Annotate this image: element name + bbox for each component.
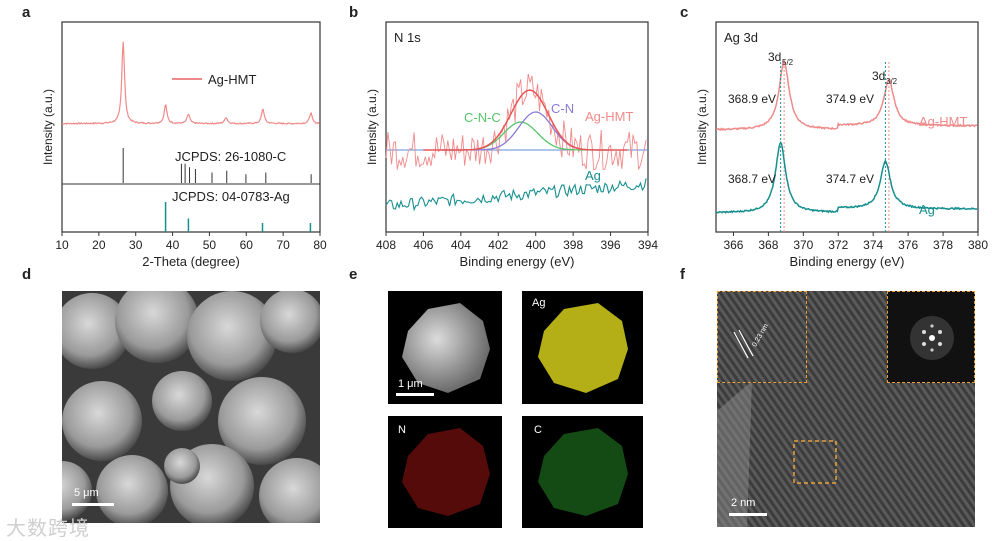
xrd-curve-ag-hmt bbox=[62, 41, 320, 125]
label-c-n: C-N bbox=[551, 101, 574, 116]
chart-c-xtick-label: 378 bbox=[933, 238, 953, 252]
chart-c-xlabel: Binding energy (eV) bbox=[790, 254, 905, 269]
scale-bar-f bbox=[729, 513, 767, 516]
particle-shape bbox=[402, 303, 490, 393]
label-c-n-c: C-N-C bbox=[464, 110, 501, 125]
chart-c-xtick-label: 366 bbox=[723, 238, 743, 252]
chart-b-title: N 1s bbox=[394, 30, 421, 45]
chart-a-xrd: 10 20 30 40 50 60 70 80 2-Theta (degree) Intensit… bbox=[41, 21, 327, 269]
chart-c-xtick-label: 376 bbox=[898, 238, 918, 252]
selection-box bbox=[793, 440, 837, 484]
chart-c-xtick-label: 374 bbox=[863, 238, 883, 252]
peak-value-left: 368.7 eV bbox=[728, 172, 776, 186]
chart-a-xtick-label: 40 bbox=[166, 238, 180, 252]
chart-a-xtick-label: 30 bbox=[129, 238, 143, 252]
chart-a-frame bbox=[61, 21, 321, 233]
chart-c-xtick-label: 372 bbox=[828, 238, 848, 252]
chart-c-xtick-label: 380 bbox=[968, 238, 988, 252]
series-label: Ag-HMT bbox=[919, 114, 967, 129]
ref-label-carbon: JCPDS: 26-1080-C bbox=[175, 149, 286, 164]
inset-zoom: 0.23 nm bbox=[717, 291, 807, 383]
legend-text-ag-hmt: Ag-HMT bbox=[208, 72, 256, 87]
chart-c-xtick-label: 368 bbox=[758, 238, 778, 252]
sem-particle bbox=[62, 381, 142, 461]
sem-particle bbox=[96, 455, 168, 523]
scale-bar-f-label: 2 nm bbox=[731, 497, 756, 509]
chart-b-xtick-label: 406 bbox=[413, 238, 433, 252]
chart-b-ylabel: Intensity (a.u.) bbox=[365, 89, 379, 165]
panel-label-a: a bbox=[22, 4, 31, 21]
peak-value-left: 368.9 eV bbox=[728, 92, 776, 106]
peak-value-right: 374.9 eV bbox=[826, 92, 874, 106]
chart-a-xtick-label: 60 bbox=[240, 238, 254, 252]
chart-c-ylabel: Intensity (a.u.) bbox=[695, 89, 709, 165]
ag3d-curve-0 bbox=[715, 59, 978, 132]
n1s-ag-trace bbox=[385, 178, 647, 212]
sem-particle bbox=[152, 371, 212, 431]
chart-b-n1s: 408 406 404 402 400 398 396 394 Binding energy (… bbox=[365, 21, 658, 269]
scale-bar-d-label: 5 μm bbox=[74, 487, 99, 499]
chart-a-ylabel: Intensity (a.u.) bbox=[41, 89, 55, 165]
panel-label-e: e bbox=[349, 266, 358, 283]
label-ag-b: Ag bbox=[585, 168, 601, 183]
scale-bar-e bbox=[396, 393, 434, 396]
sem-particle bbox=[260, 291, 320, 353]
ag3d-curve-1 bbox=[715, 141, 978, 214]
eds-label-c: C bbox=[534, 424, 542, 436]
chart-c-xtick-label: 370 bbox=[793, 238, 813, 252]
sem-particle bbox=[164, 448, 200, 484]
eds-label-n: N bbox=[398, 424, 406, 436]
sem-texture bbox=[62, 291, 320, 523]
sem-image: 5 μm bbox=[62, 291, 320, 523]
chart-c-title: Ag 3d bbox=[724, 30, 758, 45]
chart-b-xtick-label: 402 bbox=[488, 238, 508, 252]
peak-label-3d52: 3d bbox=[768, 50, 781, 64]
chart-b-xtick-label: 396 bbox=[601, 238, 621, 252]
chart-b-xtick-label: 408 bbox=[376, 238, 396, 252]
chart-b-xlabel: Binding energy (eV) bbox=[460, 254, 575, 269]
chart-b-xtick-label: 398 bbox=[563, 238, 583, 252]
sem-particle bbox=[115, 291, 199, 363]
ref-label-silver: JCPDS: 04-0783-Ag bbox=[172, 189, 290, 204]
sem-particle-image: 1 μm bbox=[388, 291, 502, 404]
chart-b-frame bbox=[385, 21, 649, 233]
sem-particle bbox=[218, 377, 306, 465]
panel-label-c: c bbox=[680, 4, 689, 21]
chart-a-xtick-label: 80 bbox=[313, 238, 327, 252]
chart-c-frame bbox=[715, 21, 979, 233]
fit-envelope bbox=[423, 89, 628, 151]
eds-map-c: C bbox=[522, 416, 643, 528]
watermark: 大数跨境 bbox=[6, 518, 90, 540]
label-ag-hmt-b: Ag-HMT bbox=[585, 109, 633, 124]
peak-value-right: 374.7 eV bbox=[826, 172, 874, 186]
chart-a-xtick-label: 70 bbox=[276, 238, 290, 252]
chart-a-xtick-label: 50 bbox=[203, 238, 217, 252]
eds-label-ag: Ag bbox=[532, 297, 546, 309]
peak-label-3d32-sub: 3/2 bbox=[886, 77, 898, 86]
chart-c-ag3d: 366 368 370 372 374 376 378 380 Binding energy (… bbox=[695, 21, 988, 269]
peak-label-3d32: 3d bbox=[872, 69, 885, 83]
eds-map-ag: Ag bbox=[522, 291, 643, 404]
chart-b-xtick-label: 404 bbox=[451, 238, 471, 252]
scale-bar-d bbox=[72, 503, 114, 506]
sem-particle bbox=[259, 458, 320, 523]
peak-label-3d52-sub: 5/2 bbox=[782, 58, 794, 67]
eds-map-n: N bbox=[388, 416, 502, 528]
series-label: Ag bbox=[919, 202, 935, 217]
sem-particle bbox=[187, 291, 277, 381]
fft-inset bbox=[887, 291, 975, 383]
chart-a-xtick-label: 20 bbox=[92, 238, 106, 252]
panel-label-f: f bbox=[680, 266, 685, 283]
scale-bar-e-label: 1 μm bbox=[398, 378, 423, 390]
sem-particle bbox=[62, 293, 130, 369]
panel-label-b: b bbox=[349, 4, 359, 21]
panel-label-d: d bbox=[22, 266, 32, 283]
chart-a-xtick-label: 10 bbox=[55, 238, 69, 252]
chart-a-xlabel: 2-Theta (degree) bbox=[142, 254, 240, 269]
chart-b-xtick-label: 400 bbox=[526, 238, 546, 252]
chart-b-xtick-label: 394 bbox=[638, 238, 658, 252]
fit-component-0 bbox=[442, 121, 609, 151]
hrtem-image: 0.23 nm 2 nm bbox=[717, 291, 975, 527]
